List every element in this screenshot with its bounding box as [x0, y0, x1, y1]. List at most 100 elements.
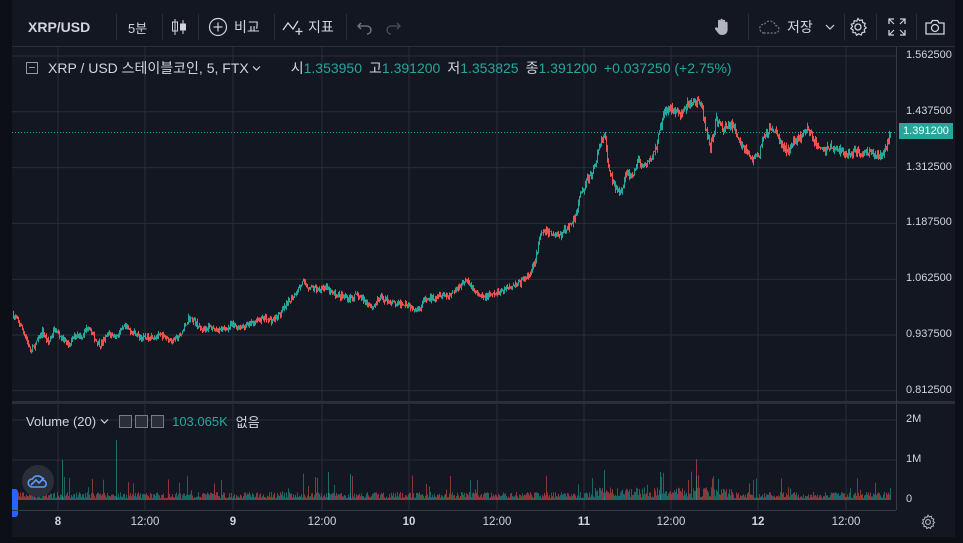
- volume-bar: [685, 494, 686, 500]
- volume-bar: [571, 494, 572, 500]
- volume-bar: [829, 497, 830, 500]
- volume-bar: [726, 489, 727, 500]
- volume-bar: [880, 495, 881, 500]
- volume-bar: [672, 492, 673, 500]
- volume-bar: [186, 494, 187, 500]
- chevron-down-icon[interactable]: [252, 65, 261, 72]
- brand-logo[interactable]: [22, 465, 54, 497]
- chevron-down-icon[interactable]: [100, 418, 109, 425]
- volume-bar: [715, 496, 716, 500]
- volume-bar: [670, 491, 671, 500]
- volume-bar: [717, 491, 718, 500]
- volume-bar: [425, 495, 426, 500]
- volume-bar: [440, 497, 441, 500]
- volume-bar: [727, 496, 728, 500]
- volume-bar: [535, 492, 536, 500]
- volume-bar: [220, 498, 221, 500]
- volume-bar: [105, 495, 106, 500]
- volume-bar: [605, 492, 606, 500]
- snapshot-button[interactable]: [924, 8, 946, 46]
- volume-bar: [580, 492, 581, 500]
- volume-bar: [267, 495, 268, 500]
- volume-bar: [498, 493, 499, 500]
- gear-icon: [921, 514, 936, 530]
- volume-bar: [355, 497, 356, 500]
- pane-separator[interactable]: [12, 401, 955, 404]
- price-axis[interactable]: [896, 47, 956, 510]
- volume-bar: [869, 495, 870, 500]
- volume-bar: [417, 492, 418, 500]
- volume-bar: [224, 492, 225, 500]
- volume-bar: [320, 496, 321, 500]
- close-icon[interactable]: [151, 414, 165, 428]
- volume-pane[interactable]: [12, 404, 896, 510]
- volume-bar: [199, 496, 200, 500]
- volume-bar: [445, 493, 446, 500]
- volume-bar: [142, 494, 143, 500]
- hand-tool-button[interactable]: [712, 8, 732, 46]
- volume-bar: [850, 488, 851, 500]
- volume-bar: [564, 493, 565, 500]
- volume-bar: [534, 492, 535, 500]
- volume-bar: [322, 497, 323, 500]
- volume-bar: [532, 496, 533, 500]
- volume-bar: [509, 497, 510, 500]
- volume-bar: [349, 496, 350, 500]
- volume-bar: [465, 496, 466, 500]
- fullscreen-button[interactable]: [888, 8, 906, 46]
- price-tick-label: 0.812500: [906, 383, 952, 396]
- volume-bar: [227, 498, 228, 500]
- volume-bar: [531, 494, 532, 500]
- volume-bar: [382, 493, 383, 500]
- save-button[interactable]: 저장: [758, 8, 835, 46]
- volume-bar: [491, 492, 492, 500]
- volume-bar: [229, 493, 230, 500]
- chart-type-button[interactable]: [170, 8, 188, 46]
- axis-settings-button[interactable]: [920, 514, 936, 535]
- volume-bar: [217, 492, 218, 500]
- symbol-search-button[interactable]: XRP/USD: [28, 8, 90, 46]
- compare-button[interactable]: 비교: [208, 8, 260, 46]
- volume-bar: [807, 496, 808, 500]
- toolbar-divider: [916, 14, 917, 40]
- close-label: 종: [525, 60, 539, 76]
- indicators-button[interactable]: 지표: [282, 8, 334, 46]
- volume-bar: [812, 497, 813, 500]
- volume-bar: [823, 495, 824, 500]
- interval-button[interactable]: 5분: [128, 8, 147, 46]
- redo-button[interactable]: [384, 8, 402, 46]
- volume-bar: [378, 493, 379, 500]
- volume-bar: [765, 496, 766, 500]
- volume-bar: [148, 495, 149, 500]
- volume-bar: [549, 494, 550, 500]
- volume-bar: [527, 492, 528, 500]
- undo-button[interactable]: [356, 8, 374, 46]
- volume-bar: [91, 493, 92, 500]
- volume-bar: [840, 495, 841, 500]
- pane-resize-handle[interactable]: [9, 489, 18, 517]
- eye-icon[interactable]: [119, 414, 133, 428]
- volume-bar: [657, 487, 658, 500]
- gear-icon[interactable]: [135, 414, 149, 428]
- volume-bar: [253, 494, 254, 500]
- volume-bar: [836, 492, 837, 500]
- volume-bar: [239, 497, 240, 500]
- volume-bar: [687, 496, 688, 500]
- volume-bar: [293, 494, 294, 500]
- volume-bar: [96, 494, 97, 500]
- collapse-legend-icon[interactable]: [26, 62, 38, 74]
- volume-bar: [841, 492, 842, 500]
- volume-title[interactable]: Volume (20): [26, 413, 97, 429]
- settings-button[interactable]: [848, 8, 868, 46]
- cloud-icon: [759, 20, 780, 34]
- time-axis[interactable]: [12, 510, 896, 538]
- price-pane[interactable]: [12, 47, 896, 401]
- volume-bar: [336, 492, 337, 500]
- volume-bar: [50, 493, 51, 500]
- volume-bar: [151, 494, 152, 500]
- high-label: 고: [369, 60, 382, 76]
- volume-bar: [46, 494, 47, 500]
- series-title[interactable]: XRP / USD 스테이블코인, 5, FTX: [48, 60, 249, 76]
- compare-label: 비교: [234, 19, 260, 35]
- volume-bar: [859, 496, 860, 500]
